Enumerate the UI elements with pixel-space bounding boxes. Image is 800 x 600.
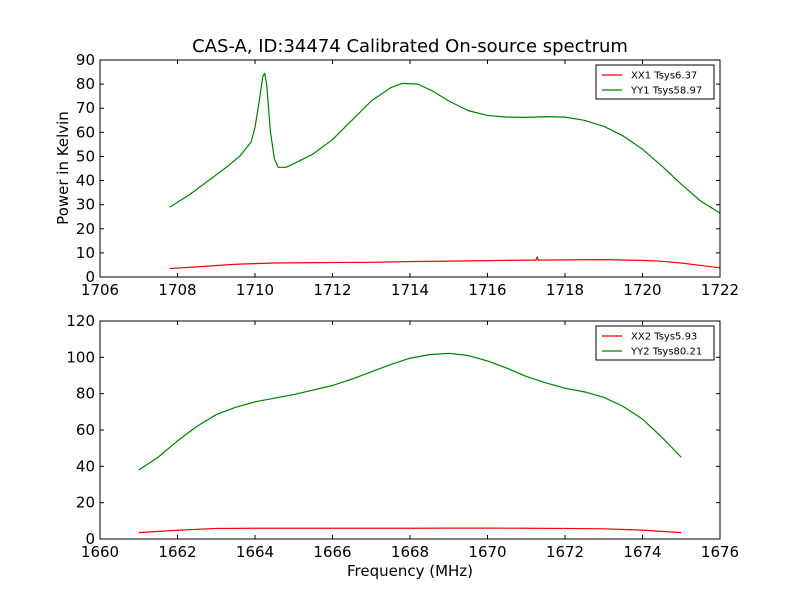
legend-label-1: XX1 Tsys6.37	[631, 71, 697, 82]
x-tick-label: 1716	[468, 281, 506, 299]
series-line-2	[169, 72, 721, 214]
y-tick-label: 80	[76, 75, 95, 93]
x-tick-label: 1722	[701, 281, 739, 299]
y-tick-label: 20	[76, 220, 95, 238]
x-tick-label: 1668	[391, 543, 429, 561]
top-panel: 1706 1708 1710 1712 1714 1716 1718 1720 1722 0 10 2…	[76, 51, 739, 299]
legend-box	[595, 325, 715, 361]
chart-title: CAS-A, ID:34474 Calibrated On-source spe…	[192, 36, 628, 57]
bottom-panel: 1660 1662 1664 1666 1668 1670 1672 1674 1676 0 20 4…	[66, 312, 739, 561]
y-tick-label: 50	[76, 147, 95, 165]
y-axis-label-top: Power in Kelvin	[54, 111, 72, 225]
y-tick-label: 0	[85, 530, 95, 548]
x-tick-label: 1674	[623, 543, 661, 561]
y-tick-label: 100	[66, 348, 95, 366]
legend-label-1: XX2 Tsys5.93	[631, 332, 697, 343]
series-line-1	[138, 527, 682, 534]
series-line-2	[138, 352, 682, 471]
y-tick-label: 70	[76, 99, 95, 117]
x-tick-label: 1666	[313, 543, 351, 561]
y-tick-label: 80	[76, 385, 95, 403]
series-line-1	[169, 256, 721, 270]
y-tick-label: 0	[85, 268, 95, 286]
y-tick-label: 40	[76, 457, 95, 475]
y-tick-label: 10	[76, 244, 95, 262]
x-tick-label: 1660	[81, 543, 119, 561]
x-tick-label: 1676	[701, 543, 739, 561]
x-tick-label: 1712	[313, 281, 351, 299]
y-tick-label: 90	[76, 51, 95, 69]
legend-box	[595, 64, 715, 100]
y-tick-label: 30	[76, 196, 95, 214]
y-tick-label: 60	[76, 421, 95, 439]
x-tick-label: 1720	[623, 281, 661, 299]
x-tick-label: 1714	[391, 281, 429, 299]
legend-label-2: YY2 Tsys80.21	[630, 347, 702, 358]
legend: XX1 Tsys6.37 YY1 Tsys58.97	[595, 64, 715, 100]
x-tick-label: 1718	[546, 281, 584, 299]
x-tick-label: 1664	[236, 543, 274, 561]
x-tick-label: 1662	[158, 543, 196, 561]
y-tick-label: 120	[66, 312, 95, 330]
x-tick-label: 1672	[546, 543, 584, 561]
y-tick-label: 20	[76, 494, 95, 512]
x-tick-label: 1706	[81, 281, 119, 299]
y-tick-label: 60	[76, 123, 95, 141]
y-tick-label: 40	[76, 172, 95, 190]
legend-label-2: YY1 Tsys58.97	[630, 86, 702, 97]
x-axis-label-bottom: Frequency (MHz)	[347, 562, 473, 580]
x-tick-label: 1710	[236, 281, 274, 299]
x-tick-label: 1708	[158, 281, 196, 299]
x-tick-label: 1670	[468, 543, 506, 561]
legend: XX2 Tsys5.93 YY2 Tsys80.21	[595, 325, 715, 361]
